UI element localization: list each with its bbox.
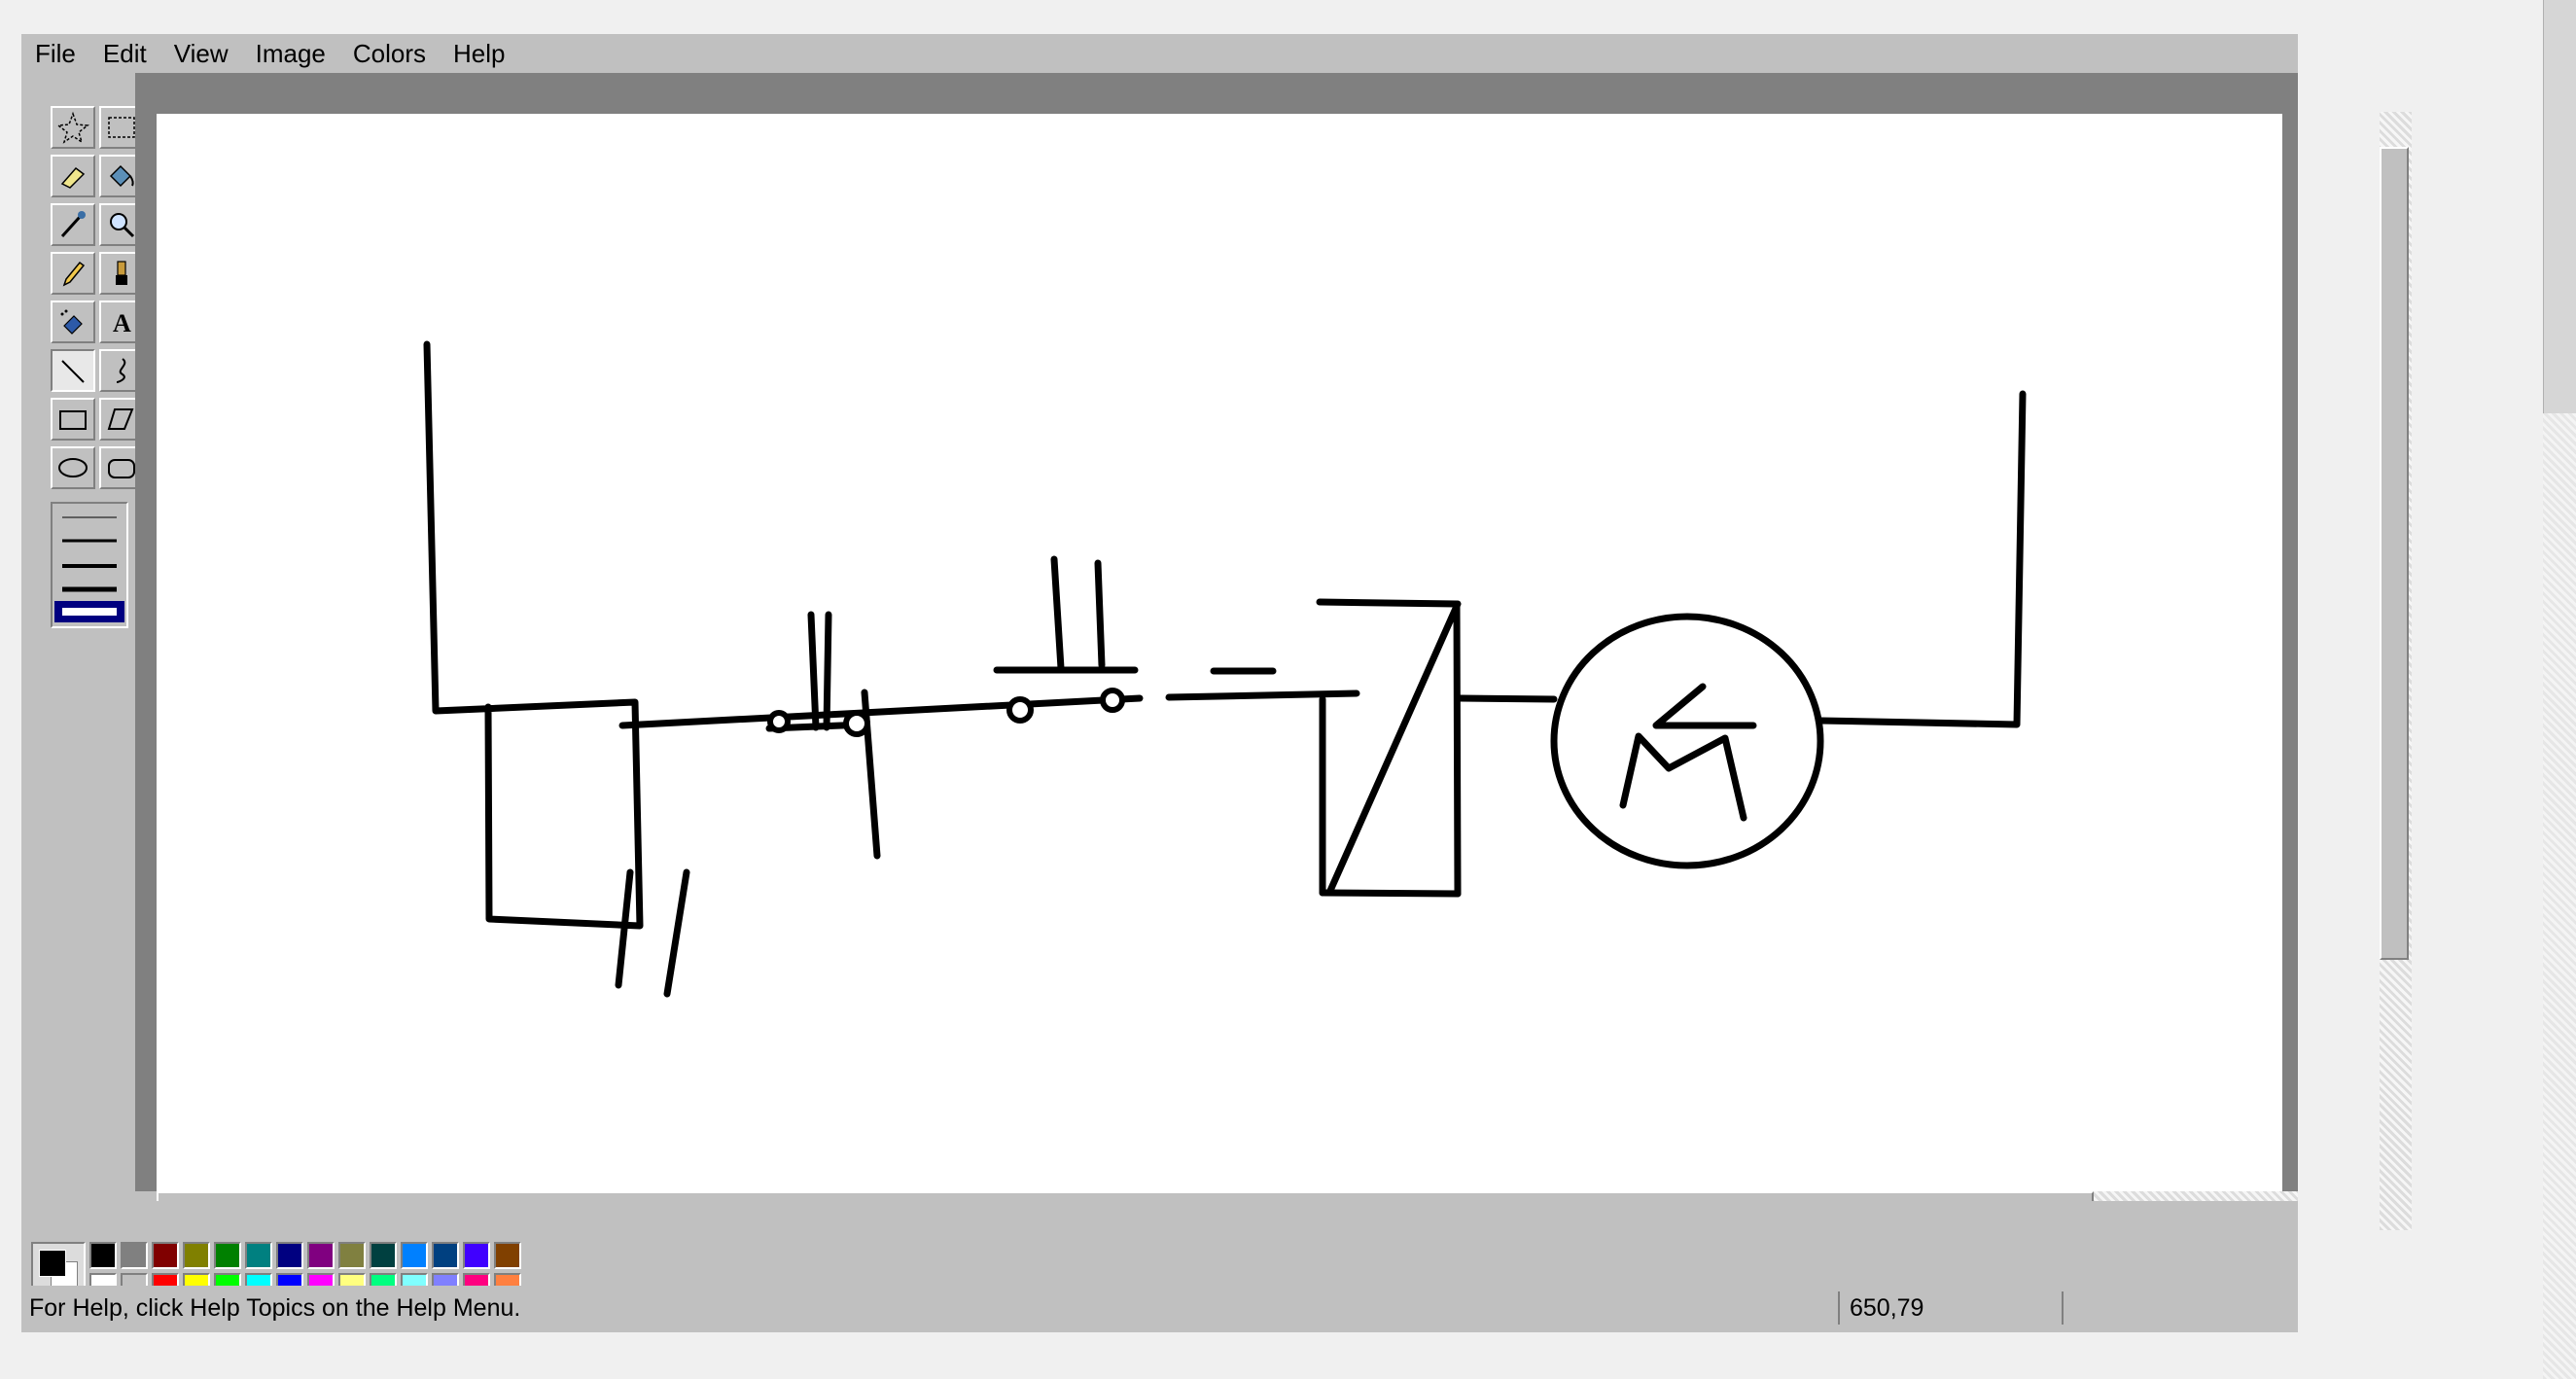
paint-bucket-icon — [109, 164, 134, 188]
pencil-tool[interactable] — [51, 252, 95, 295]
color-swatch-top-11[interactable] — [401, 1242, 428, 1269]
color-swatch-top-10[interactable] — [370, 1242, 397, 1269]
rounded-rectangle-icon — [108, 459, 135, 478]
menu-colors[interactable]: Colors — [352, 39, 427, 68]
airbrush-tool[interactable] — [51, 301, 95, 343]
vertical-scroll-thumb[interactable] — [2380, 147, 2409, 960]
color-swatch-top-13[interactable] — [463, 1242, 490, 1269]
status-help-text: For Help, click Help Topics on the Help … — [29, 1293, 521, 1322]
rectangle-icon — [59, 410, 87, 430]
color-swatch-top-12[interactable] — [432, 1242, 459, 1269]
status-bar: For Help, click Help Topics on the Help … — [21, 1286, 2298, 1330]
line-width-selector[interactable] — [51, 502, 128, 628]
status-size-pane — [2062, 1291, 2258, 1325]
polygon-icon — [107, 408, 134, 430]
menu-bar: File Edit View Image Colors Help — [21, 34, 2298, 73]
circuit-drawing — [423, 340, 2027, 998]
pick-color-tool[interactable] — [51, 203, 95, 246]
vertical-scrollbar[interactable] — [2380, 112, 2412, 1230]
fill-tool[interactable] — [99, 155, 144, 197]
free-select-tool[interactable] — [51, 106, 95, 149]
color-swatch-top-4[interactable] — [183, 1242, 210, 1269]
line-icon — [61, 360, 85, 383]
rect-select-icon — [108, 117, 135, 138]
pencil-icon — [62, 261, 86, 287]
eyedropper-icon — [60, 211, 86, 238]
paint-window: File Edit View Image Colors Help — [21, 34, 2412, 1332]
menu-edit[interactable]: Edit — [102, 39, 147, 68]
color-swatch-top-8[interactable] — [307, 1242, 335, 1269]
ellipse-icon — [58, 458, 88, 477]
status-coordinates: 650,79 — [1838, 1291, 2062, 1325]
menu-file[interactable]: File — [35, 39, 76, 68]
color-swatch-top-5[interactable] — [214, 1242, 241, 1269]
toolbox: A — [29, 71, 144, 1187]
menu-image[interactable]: Image — [255, 39, 326, 68]
color-swatch-top-2[interactable] — [121, 1242, 148, 1269]
color-swatch-top-9[interactable] — [338, 1242, 366, 1269]
color-swatch-top-3[interactable] — [152, 1242, 179, 1269]
canvas-area — [135, 73, 2412, 1230]
magnifier-icon — [110, 213, 135, 238]
curve-icon — [116, 358, 126, 383]
menu-view[interactable]: View — [173, 39, 229, 68]
eraser-tool[interactable] — [51, 155, 95, 197]
color-swatch-top-7[interactable] — [276, 1242, 303, 1269]
star-select-icon — [56, 111, 89, 144]
page-scroll-thumb[interactable] — [2543, 0, 2576, 413]
drawing-canvas[interactable] — [157, 114, 2282, 1195]
page-scrollbar[interactable] — [2543, 0, 2576, 1379]
color-swatch-top-6[interactable] — [245, 1242, 272, 1269]
text-icon: A — [113, 309, 131, 337]
line-width-options[interactable] — [53, 504, 126, 626]
line-tool[interactable] — [51, 349, 95, 392]
menu-help[interactable]: Help — [453, 39, 506, 68]
color-swatch-top-1[interactable] — [89, 1242, 117, 1269]
ellipse-tool[interactable] — [51, 446, 95, 489]
svg-text:A: A — [113, 309, 131, 337]
brush-icon — [116, 261, 127, 285]
airbrush-icon — [60, 309, 83, 335]
contact-terminals — [767, 688, 1125, 737]
rectangle-tool[interactable] — [51, 398, 95, 441]
eraser-icon — [60, 166, 86, 189]
color-swatch-top-14[interactable] — [494, 1242, 521, 1269]
foreground-color — [39, 1250, 66, 1277]
